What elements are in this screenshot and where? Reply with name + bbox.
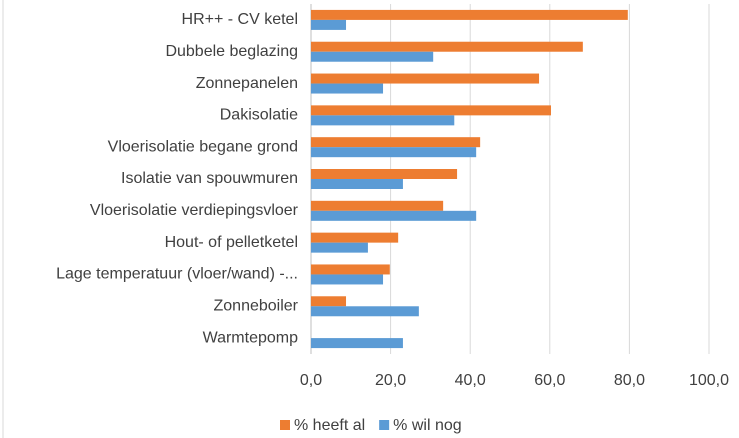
bar — [311, 73, 540, 84]
bar — [311, 242, 368, 253]
y-tick-label: Zonnepanelen — [196, 75, 298, 92]
bar — [311, 179, 403, 189]
y-tick-label: Dakisolatie — [220, 107, 298, 124]
bar — [311, 274, 384, 285]
x-tick-label: 40,0 — [455, 372, 486, 389]
y-tick-label: HR++ - CV ketel — [182, 11, 298, 28]
bar — [311, 83, 384, 94]
y-tick-label: Lage temperatuur (vloer/wand) -... — [56, 266, 298, 283]
bar — [311, 115, 455, 126]
y-tick-label: Vloerisolatie verdiepingsvloer — [90, 202, 299, 219]
bar — [311, 232, 399, 243]
y-tick-label: Dubbele beglazing — [165, 43, 298, 60]
legend-label: % wil nog — [393, 417, 461, 434]
bar — [311, 51, 434, 62]
legend-swatch — [280, 420, 290, 430]
bar — [311, 147, 477, 158]
bar — [311, 169, 458, 179]
x-tick-label: 100,0 — [689, 372, 729, 389]
bar — [311, 19, 347, 30]
y-tick-label: Zonneboiler — [214, 297, 299, 314]
y-tick-label: Hout- of pelletketel — [165, 234, 298, 251]
bar — [311, 296, 347, 307]
bar — [311, 210, 477, 221]
x-tick-label: 20,0 — [375, 372, 406, 389]
x-tick-label: 60,0 — [534, 372, 565, 389]
bar — [311, 264, 390, 275]
x-tick-label: 80,0 — [614, 372, 645, 389]
bar — [311, 338, 403, 349]
bar — [311, 200, 444, 211]
bar — [311, 41, 583, 52]
legend-swatch — [379, 420, 390, 430]
bar — [311, 9, 628, 20]
bar — [311, 105, 551, 116]
y-tick-label: Vloerisolatie begane grond — [108, 138, 298, 155]
y-tick-label: Warmtepomp — [203, 329, 299, 346]
bar — [311, 306, 419, 317]
y-tick-label: Isolatie van spouwmuren — [121, 170, 298, 187]
legend-label: % heeft al — [294, 417, 365, 434]
bar — [311, 137, 481, 148]
x-tick-label: 0,0 — [300, 372, 322, 389]
